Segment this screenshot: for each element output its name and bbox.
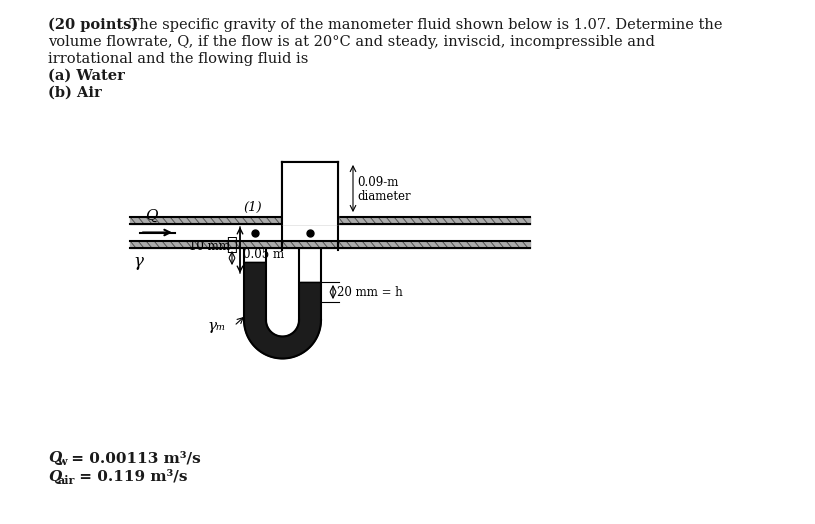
Text: γₘ: γₘ	[208, 319, 226, 333]
Text: = 0.00113 m³/s: = 0.00113 m³/s	[66, 451, 200, 465]
Text: air: air	[57, 475, 74, 486]
Text: (a) Water: (a) Water	[48, 69, 125, 83]
Text: Q: Q	[145, 209, 157, 223]
Text: The specific gravity of the manometer fluid shown below is 1.07. Determine the: The specific gravity of the manometer fl…	[125, 18, 723, 32]
Text: (1): (1)	[244, 201, 262, 214]
Text: Q: Q	[48, 451, 61, 465]
Text: (2): (2)	[302, 201, 321, 214]
Text: 0.05 m: 0.05 m	[243, 248, 284, 261]
Text: = 0.119 m³/s: = 0.119 m³/s	[74, 470, 187, 484]
Text: 0.09-m
diameter: 0.09-m diameter	[357, 176, 411, 203]
Text: γ: γ	[133, 253, 143, 270]
Text: volume flowrate, Q, if the flow is at 20°C and steady, inviscid, incompressible : volume flowrate, Q, if the flow is at 20…	[48, 35, 655, 49]
Text: w: w	[57, 456, 67, 467]
Polygon shape	[244, 320, 321, 358]
Text: (b) Air: (b) Air	[48, 86, 102, 100]
Text: irrotational and the flowing fluid is: irrotational and the flowing fluid is	[48, 52, 308, 66]
Text: 20 mm = h: 20 mm = h	[337, 286, 403, 299]
Text: Q: Q	[48, 470, 61, 484]
Text: 10 mm: 10 mm	[189, 239, 230, 253]
Text: ℓ: ℓ	[227, 236, 237, 254]
Text: (20 points): (20 points)	[48, 18, 139, 32]
